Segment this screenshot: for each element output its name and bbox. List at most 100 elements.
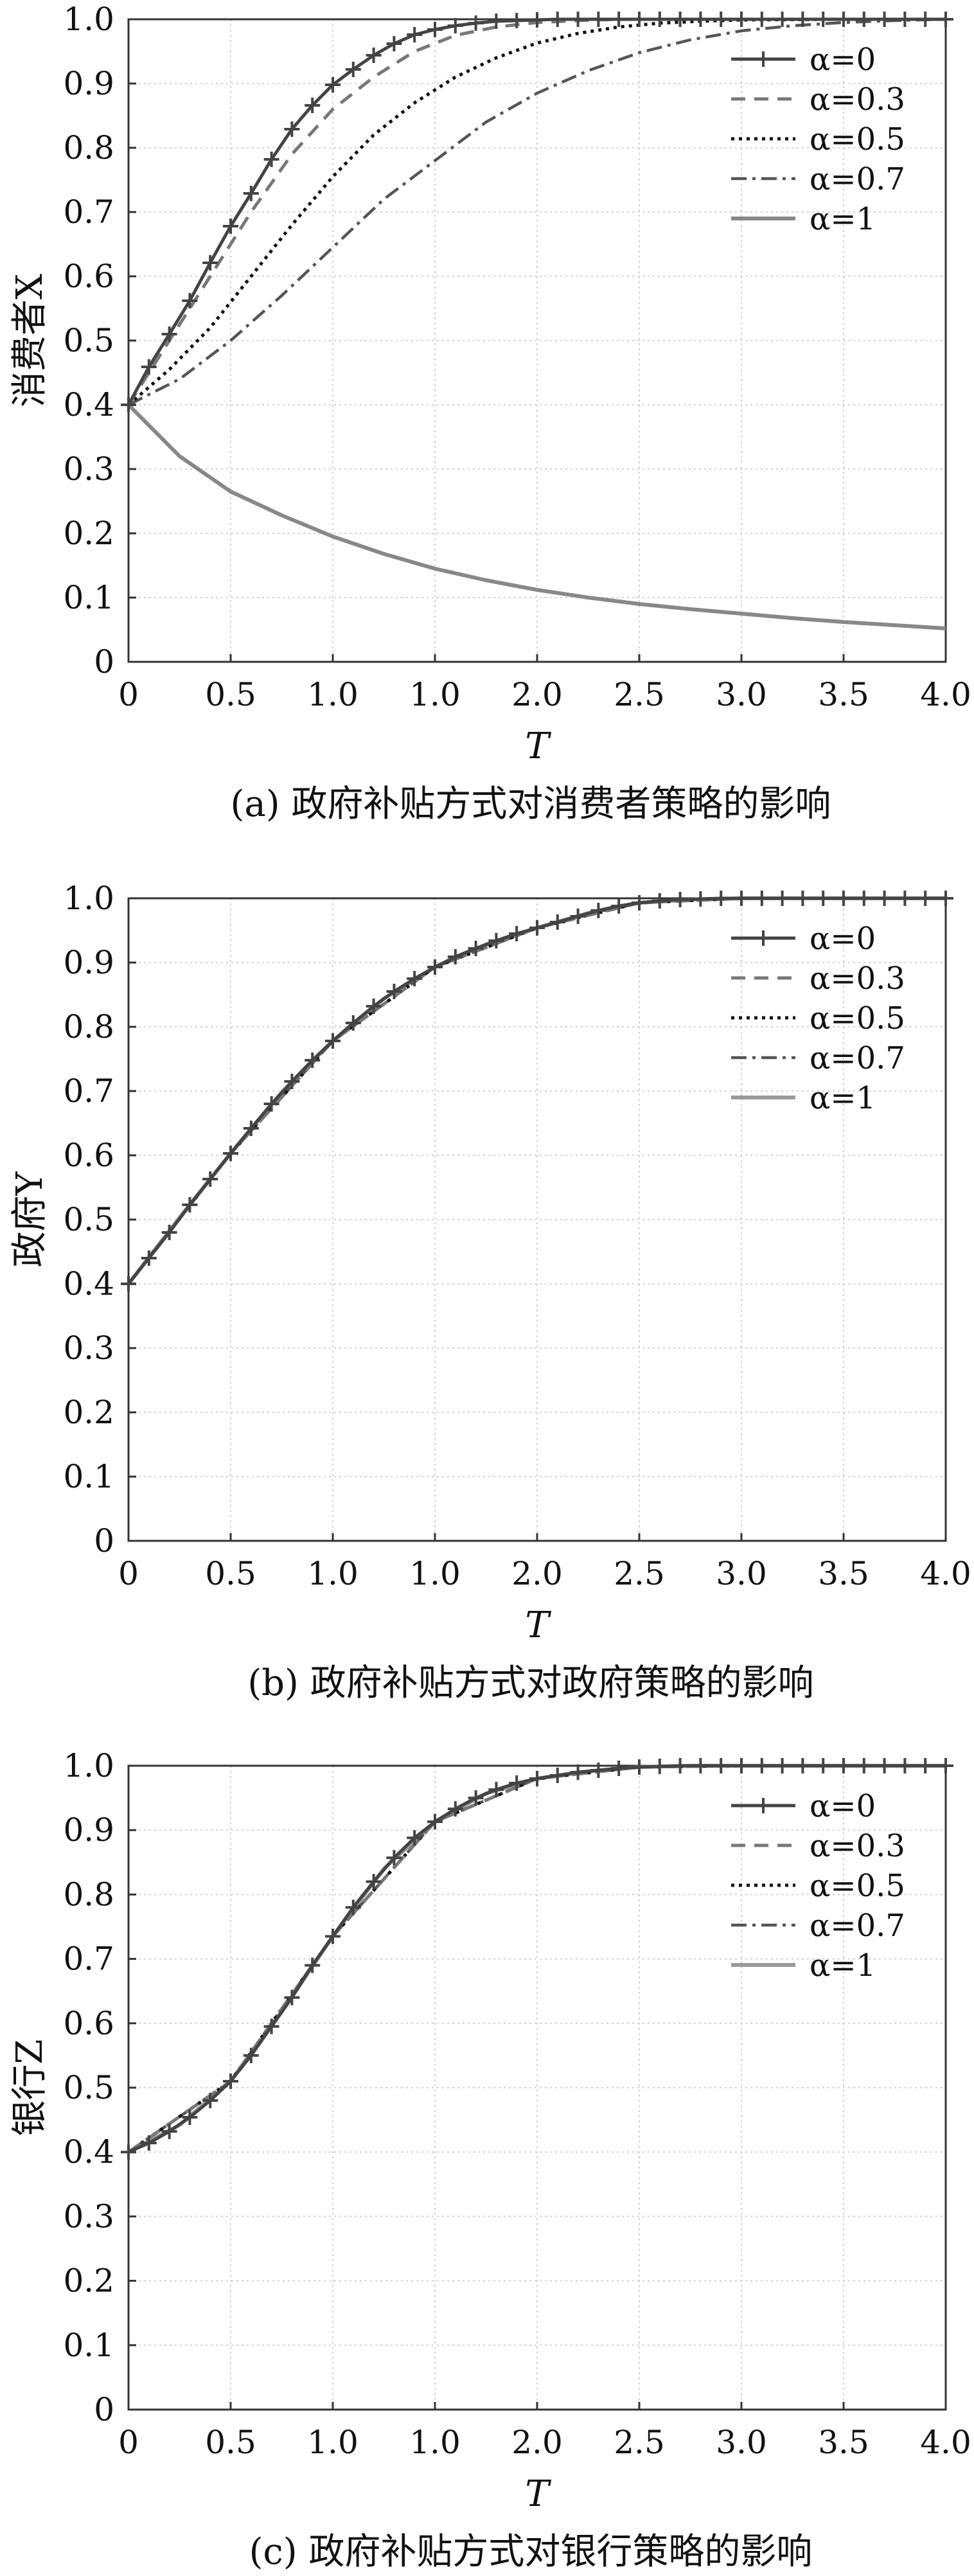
series-point [447, 949, 463, 964]
x-axis-title: T [525, 725, 551, 767]
series-point [549, 12, 565, 27]
series-point [284, 1989, 300, 2005]
x-tick-label: 3.0 [716, 2424, 767, 2461]
series-point [570, 909, 586, 924]
series-point [632, 1759, 647, 1775]
series-point [876, 12, 892, 27]
x-tick-label: 2.0 [511, 2424, 563, 2461]
series-point [121, 397, 136, 413]
legend-marker [756, 930, 771, 946]
series-point [938, 1758, 953, 1773]
series-point [305, 98, 321, 113]
legend-label: α=0.3 [810, 961, 905, 997]
series-point [529, 920, 545, 936]
y-tick-label: 0.8 [63, 1876, 114, 1913]
series-point [182, 293, 198, 308]
series-point [305, 1957, 321, 1973]
series-point [427, 959, 443, 975]
x-tick-label: 2.5 [614, 2424, 665, 2461]
series-point [897, 1758, 913, 1773]
series-point [876, 891, 892, 906]
series-point [734, 12, 749, 27]
series-point [509, 926, 525, 941]
series-point [509, 13, 525, 28]
series-point [876, 1758, 892, 1773]
series-point [468, 941, 484, 956]
y-tick-label: 0.8 [63, 1008, 114, 1045]
series-point [366, 1874, 382, 1890]
series-point [263, 152, 279, 167]
series-point [590, 12, 607, 27]
series-point [223, 1146, 238, 1161]
series-point [121, 1276, 136, 1292]
series-point [161, 326, 177, 342]
y-tick-label: 0 [94, 1522, 114, 1559]
y-tick-label: 0.9 [63, 65, 114, 102]
series-point [693, 1758, 709, 1773]
y-tick-label: 0.4 [63, 1265, 114, 1302]
series-point [325, 1033, 341, 1049]
y-tick-label: 0.6 [63, 1137, 114, 1174]
x-tick-label: 0 [118, 1555, 139, 1592]
series-point [407, 971, 423, 986]
series-point [938, 891, 953, 906]
series-point [774, 1758, 790, 1773]
series-point [734, 891, 749, 906]
figure-caption: (b) 政府补贴方式对政府策略的影响 [247, 1662, 813, 1704]
series-point [386, 1850, 402, 1866]
series-point [672, 12, 688, 27]
series-point [386, 36, 402, 51]
y-tick-label: 0.9 [63, 1811, 114, 1849]
legend-label: α=1 [810, 1948, 876, 1984]
series-point [917, 891, 934, 906]
series-point [651, 12, 668, 27]
x-tick-label: 2.0 [511, 1555, 563, 1592]
x-axis-title: T [525, 1604, 551, 1646]
series-point [427, 1814, 443, 1830]
series-point [815, 891, 831, 906]
series-point [632, 12, 647, 27]
x-tick-label: 3.5 [818, 1555, 869, 1592]
series-point [754, 1758, 770, 1773]
y-tick-label: 0.2 [63, 515, 114, 552]
series-point [488, 13, 504, 29]
series-point [815, 1758, 831, 1773]
series-point [345, 1899, 361, 1915]
series-point [407, 27, 423, 42]
series-point [836, 1758, 851, 1773]
legend-marker [756, 51, 771, 67]
series-point [774, 891, 790, 906]
y-tick-label: 0 [94, 2391, 114, 2428]
y-tick-label: 0.6 [63, 2005, 114, 2042]
series-point [795, 1758, 811, 1773]
series-point [447, 18, 463, 33]
series-point [366, 999, 382, 1014]
series-point [734, 1758, 749, 1773]
series-point [529, 1771, 545, 1787]
series-point [815, 12, 831, 27]
x-tick-label: 1.0 [307, 676, 359, 713]
figure-caption: (c) 政府补贴方式对银行策略的影响 [249, 2531, 813, 2573]
series-point [468, 1790, 484, 1806]
legend-marker [756, 1798, 771, 1813]
series-point [386, 984, 402, 999]
series-point [672, 1758, 688, 1773]
series-point [407, 1830, 423, 1846]
x-tick-label: 1.0 [307, 1555, 359, 1592]
y-tick-label: 0.4 [63, 2133, 114, 2171]
series-point [305, 1053, 321, 1068]
x-tick-label: 1.0 [307, 2424, 359, 2461]
series-point [468, 15, 484, 31]
series-point [488, 933, 504, 948]
series-point [427, 22, 443, 37]
y-tick-label: 0.8 [63, 129, 114, 166]
y-tick-label: 0.1 [63, 1458, 114, 1495]
series-point [263, 1096, 279, 1112]
y-tick-label: 0.2 [63, 1394, 114, 1431]
series-point [836, 891, 851, 906]
legend-label: α=1 [810, 201, 876, 237]
y-tick-label: 0.4 [63, 386, 114, 423]
legend-label: α=0.3 [810, 82, 905, 118]
x-tick-label: 1.0 [409, 2424, 461, 2461]
